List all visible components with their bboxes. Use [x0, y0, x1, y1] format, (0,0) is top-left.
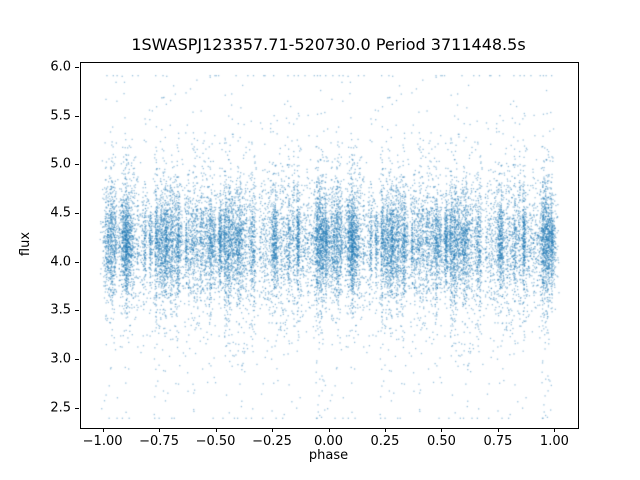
y-tick-mark	[75, 358, 79, 360]
y-tick-mark	[75, 407, 79, 409]
x-tick-label: −1.00	[82, 434, 123, 449]
x-tick-mark	[497, 428, 499, 432]
y-tick-label: 6.0	[50, 59, 71, 75]
x-tick-label: 0.75	[483, 434, 513, 449]
chart-title: 1SWASPJ123357.71-520730.0 Period 3711448…	[131, 35, 526, 54]
y-tick-mark	[75, 66, 79, 68]
y-tick-label: 2.5	[50, 400, 71, 416]
x-tick-label: 1.00	[539, 434, 569, 449]
y-tick-mark	[75, 310, 79, 312]
y-tick-label: 5.5	[50, 108, 71, 124]
x-tick-mark	[159, 428, 161, 432]
x-tick-mark	[328, 428, 330, 432]
x-tick-label: −0.50	[195, 434, 236, 449]
x-tick-label: 0.50	[426, 434, 456, 449]
y-tick-label: 4.0	[50, 254, 71, 270]
y-tick-label: 5.0	[50, 156, 71, 172]
x-tick-mark	[215, 428, 217, 432]
y-tick-label: 3.0	[50, 351, 71, 367]
y-tick-mark	[75, 212, 79, 214]
x-tick-mark	[272, 428, 274, 432]
y-tick-mark	[75, 115, 79, 117]
y-tick-label: 4.5	[50, 205, 71, 221]
x-axis-label: phase	[308, 448, 349, 463]
x-tick-label: 0.25	[370, 434, 400, 449]
x-tick-label: −0.75	[139, 434, 179, 449]
scatter-points-canvas	[81, 63, 578, 428]
y-axis-label: flux	[18, 231, 34, 257]
y-tick-label: 3.5	[50, 302, 71, 318]
y-tick-mark	[75, 164, 79, 166]
x-tick-mark	[554, 428, 556, 432]
x-tick-label: 0.00	[314, 434, 343, 449]
plot-area	[80, 62, 579, 429]
x-tick-mark	[102, 428, 104, 432]
x-tick-mark	[384, 428, 386, 432]
x-tick-mark	[441, 428, 443, 432]
x-tick-label: −0.25	[252, 434, 292, 449]
y-tick-mark	[75, 261, 79, 263]
